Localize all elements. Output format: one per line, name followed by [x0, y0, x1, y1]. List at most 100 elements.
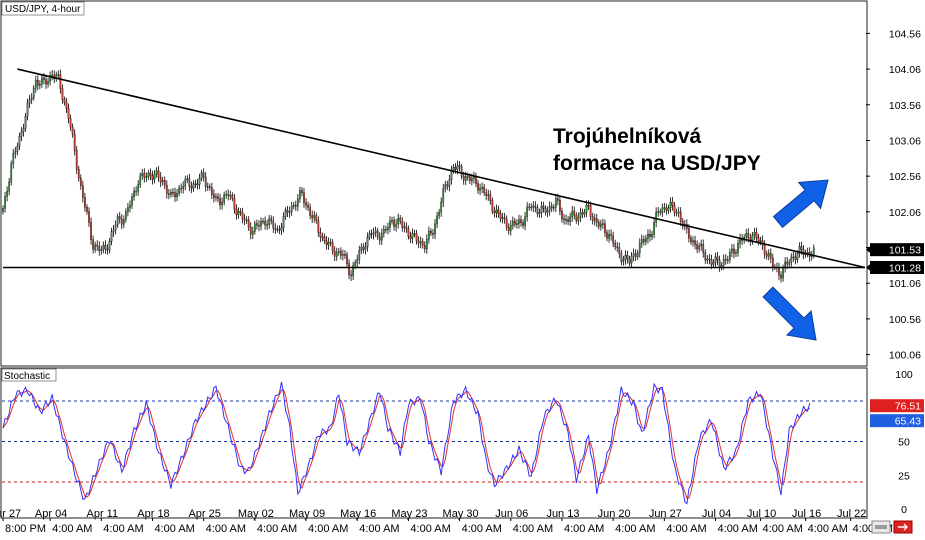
- candle-body: [24, 115, 27, 129]
- candle-body: [806, 252, 809, 254]
- candle-body: [127, 207, 129, 212]
- time-tick-date: Apr 11: [87, 508, 119, 520]
- candle-body: [264, 220, 266, 226]
- candle-body: [716, 256, 719, 261]
- time-tick-time: 4:00 AM: [615, 523, 655, 535]
- candle-body: [546, 210, 549, 213]
- candle-body: [518, 219, 520, 224]
- candle-body: [425, 239, 428, 250]
- time-tick-date: May 16: [340, 508, 376, 520]
- time-tick-date: Apr 25: [188, 508, 220, 520]
- candle-body: [393, 220, 395, 227]
- time-tick-time: 4:00 AM: [808, 523, 848, 535]
- candle-body: [280, 227, 283, 231]
- candle-body: [317, 220, 320, 233]
- candle-body: [606, 232, 608, 239]
- candle-body: [790, 256, 793, 263]
- candle-body: [344, 254, 346, 256]
- candle-body: [481, 186, 483, 189]
- candle-body: [190, 186, 193, 189]
- candle-body: [534, 205, 537, 208]
- candle-body: [75, 150, 78, 170]
- candle-body: [577, 216, 580, 221]
- candle-body: [593, 218, 596, 221]
- time-tick-time: 4:00 AM: [154, 523, 194, 535]
- candle-body: [141, 173, 144, 176]
- candle-body: [106, 248, 109, 251]
- candle-body: [278, 228, 281, 231]
- candle-body: [399, 217, 402, 222]
- candle-body: [757, 237, 760, 242]
- candle-body: [358, 250, 361, 260]
- candle-body: [708, 258, 711, 261]
- candle-body: [51, 74, 54, 77]
- candle-body: [739, 238, 741, 244]
- candle-body: [745, 233, 748, 238]
- candle-body: [202, 172, 205, 178]
- candle-body: [516, 223, 518, 225]
- stochastic-tick-label: 100: [895, 369, 913, 381]
- candle-body: [579, 212, 582, 218]
- candle-body: [270, 218, 273, 222]
- time-tick-date: Jul 16: [792, 508, 821, 520]
- candle-body: [614, 243, 617, 247]
- candle-body: [245, 219, 248, 222]
- candle-body: [669, 201, 672, 209]
- candle-body: [309, 207, 311, 216]
- candle-body: [135, 190, 137, 193]
- candle-body: [735, 252, 737, 254]
- candle-body: [188, 178, 191, 187]
- candle-body: [241, 212, 244, 219]
- candle-body: [663, 207, 666, 209]
- candle-body: [137, 184, 140, 192]
- stochastic-tick-label: 50: [898, 437, 910, 449]
- candle-body: [444, 184, 447, 189]
- candle-body: [186, 178, 189, 180]
- candle-body: [82, 185, 84, 198]
- time-tick-date: Apr 18: [137, 508, 169, 520]
- candle-body: [696, 244, 698, 250]
- candle-body: [284, 210, 287, 217]
- candle-body: [536, 207, 539, 214]
- stochastic-d-line: [2, 387, 810, 499]
- candle-body: [380, 233, 383, 241]
- stochastic-tick-label: 25: [898, 470, 910, 482]
- candle-body: [161, 180, 164, 183]
- candle-body: [454, 167, 457, 170]
- candle-body: [145, 176, 148, 178]
- candle-body: [391, 220, 393, 222]
- candle-body: [292, 205, 295, 207]
- candle-body: [499, 213, 502, 219]
- candlestick-series: [2, 69, 815, 283]
- candle-body: [178, 187, 180, 194]
- candle-body: [215, 196, 217, 198]
- candle-body: [647, 233, 649, 239]
- candle-body: [118, 216, 121, 220]
- candle-body: [194, 183, 197, 185]
- arrow-down-right-icon: [762, 286, 817, 341]
- candle-body: [116, 216, 119, 226]
- candle-body: [796, 253, 799, 260]
- candle-body: [507, 227, 510, 231]
- candle-body: [303, 192, 305, 204]
- time-tick-date: May 23: [391, 508, 427, 520]
- time-tick-date: Apr 04: [35, 508, 67, 520]
- candle-body: [616, 246, 619, 248]
- candle-body: [475, 176, 477, 184]
- candle-body: [665, 207, 668, 211]
- candle-body: [305, 202, 307, 206]
- price-tick-label: 104.06: [889, 64, 921, 76]
- candle-body: [618, 247, 621, 254]
- indicator-label: Stochastic: [4, 371, 50, 382]
- candle-body: [792, 256, 795, 259]
- candle-body: [45, 79, 47, 85]
- candle-body: [552, 207, 555, 209]
- stochastic-badge-label: 65.43: [895, 416, 921, 428]
- candle-body: [387, 227, 389, 230]
- candle-body: [374, 230, 377, 233]
- candle-body: [626, 255, 629, 260]
- candle-body: [407, 228, 410, 237]
- candle-body: [649, 233, 651, 237]
